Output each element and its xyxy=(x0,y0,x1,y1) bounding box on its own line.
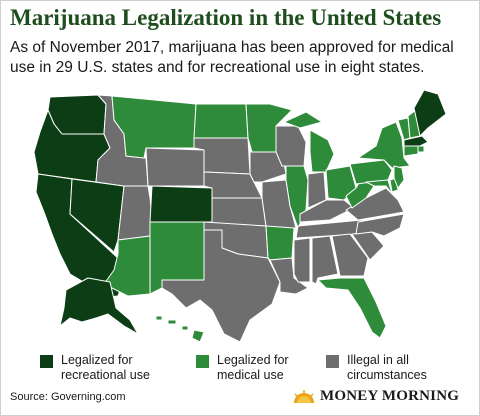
state-RI xyxy=(417,145,425,153)
source-note: Source: Governing.com xyxy=(10,391,126,403)
state-NY xyxy=(357,121,411,169)
state-NJ xyxy=(393,165,405,189)
state-ME xyxy=(413,89,447,137)
sunrise-icon xyxy=(294,389,314,403)
legend-label-recreational: Legalized for recreational use xyxy=(61,353,150,382)
money-morning-logo: MONEY MORNING xyxy=(292,388,459,405)
legend-label-medical: Legalized for medical use xyxy=(217,353,289,382)
state-CO xyxy=(149,185,213,223)
state-WI xyxy=(275,125,307,167)
state-AK xyxy=(59,277,139,335)
legend-swatch-recreational xyxy=(40,355,53,368)
state-LA xyxy=(269,257,309,295)
legend-item-medical: Legalized for medical use xyxy=(196,353,289,383)
state-PA xyxy=(349,159,393,185)
legend-item-illegal: Illegal in all circumstances xyxy=(326,353,427,383)
state-NC xyxy=(355,213,405,237)
subtitle: As of November 2017, marijuana has been … xyxy=(10,39,454,76)
us-map xyxy=(33,89,447,343)
state-MS xyxy=(293,237,311,283)
state-TX xyxy=(161,229,281,343)
state-ND xyxy=(193,103,249,139)
state-TN xyxy=(295,219,363,239)
state-MA xyxy=(403,135,429,147)
state-CT xyxy=(403,145,419,157)
state-WY xyxy=(145,147,205,187)
state-MD xyxy=(365,179,393,195)
page-title: Marijuana Legalization in the United Sta… xyxy=(10,5,442,30)
state-HI xyxy=(155,315,205,343)
legend-swatch-medical xyxy=(196,355,209,368)
legend: Legalized for recreational use Legalized… xyxy=(0,353,480,383)
legend-label-illegal: Illegal in all circumstances xyxy=(347,353,427,382)
state-KS xyxy=(211,197,267,227)
legend-item-recreational: Legalized for recreational use xyxy=(40,353,150,383)
state-GA xyxy=(331,233,369,277)
state-AR xyxy=(265,225,295,261)
logo-text: MONEY MORNING xyxy=(320,388,460,404)
state-UT xyxy=(117,185,153,241)
legend-swatch-illegal xyxy=(326,355,339,368)
state-FL xyxy=(317,277,387,339)
state-AL xyxy=(311,235,339,285)
